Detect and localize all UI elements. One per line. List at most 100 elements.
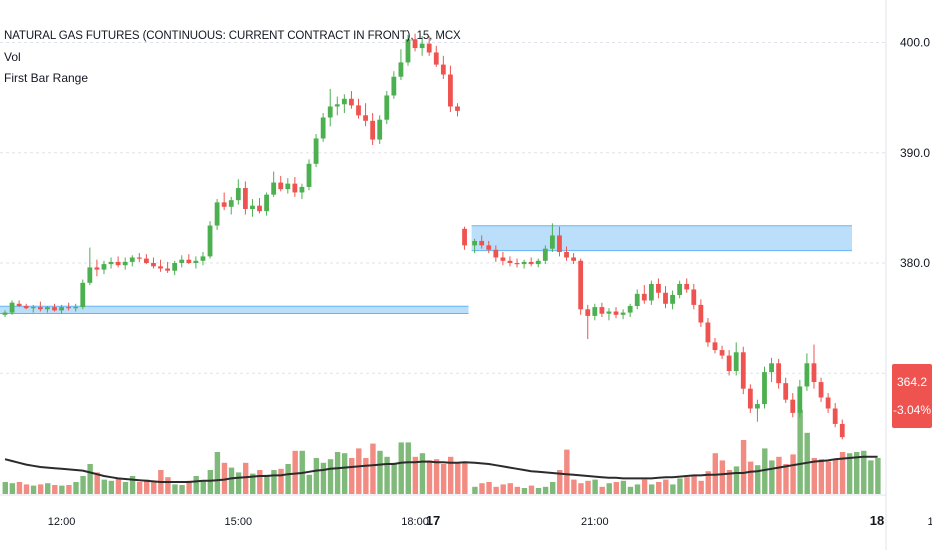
candle-body (825, 397, 831, 409)
candle-body (370, 120, 376, 140)
candle (334, 96, 340, 116)
symbol-title[interactable]: NATURAL GAS FUTURES (CONTINUOUS: CURRENT… (4, 30, 461, 42)
candle (440, 55, 446, 79)
candle-body (535, 260, 541, 265)
volume-bar (797, 410, 803, 494)
candle (797, 379, 803, 418)
candle (172, 260, 178, 276)
candle (356, 98, 361, 119)
volume-bar (755, 465, 761, 494)
time-axis[interactable]: 12:0015:0018:0021:001712:0015:0018:0021:… (48, 513, 932, 528)
candle-body (172, 263, 178, 271)
candle-body (179, 259, 185, 263)
study-volume-label[interactable]: Vol (4, 50, 21, 64)
time-tick-label: 18 (870, 513, 884, 528)
candle-body (571, 257, 576, 261)
candle (45, 305, 50, 313)
volume-bar (101, 479, 107, 494)
candle (398, 49, 404, 81)
candle-body (804, 363, 810, 387)
candle-body (165, 268, 171, 271)
volume-bar (16, 482, 23, 494)
candle-body (648, 283, 654, 301)
volume-bar (663, 479, 669, 494)
candle (59, 304, 64, 314)
candle-body (59, 307, 64, 311)
candle (405, 34, 411, 66)
volume-bar (292, 450, 298, 494)
candle-body (606, 311, 612, 314)
candle-body (634, 293, 640, 306)
candle-body (250, 205, 255, 209)
candle-body (719, 350, 725, 356)
volume-bar (200, 480, 206, 494)
candle (557, 226, 562, 257)
volume-bar (875, 458, 881, 494)
volume-bar (30, 485, 37, 494)
volume-bar (557, 470, 563, 494)
volume-bar (839, 452, 846, 494)
candle (825, 393, 831, 413)
volume-bar (377, 450, 383, 494)
candle-body (426, 43, 432, 53)
volume-bar (811, 458, 817, 494)
candle (747, 384, 753, 413)
volume-bar (790, 454, 796, 494)
volume-bar (384, 456, 390, 494)
candle (363, 103, 368, 127)
volume-bar (670, 484, 676, 494)
volume-bar (818, 459, 825, 494)
candle (193, 256, 199, 269)
candle (634, 289, 640, 310)
volume-bar (242, 462, 249, 494)
candle (613, 307, 619, 319)
price-tick-label: 400.0 (900, 36, 930, 50)
volume-bar (37, 484, 44, 494)
candle-body (599, 307, 605, 314)
candle-body (151, 263, 156, 267)
candle (242, 181, 248, 215)
candle-body (2, 312, 8, 315)
candle (804, 353, 810, 391)
candle-body (122, 261, 128, 266)
study-first-bar-range-label[interactable]: First Bar Range (4, 71, 89, 85)
candle-body (264, 194, 269, 212)
candle (507, 256, 513, 267)
candle-body (578, 260, 584, 310)
volume-bar (115, 478, 122, 494)
volume-bar (493, 486, 499, 494)
candle (663, 286, 668, 309)
candle (129, 255, 135, 267)
candle (479, 235, 485, 249)
candle-body (705, 322, 711, 343)
first-bar-range-band (471, 225, 852, 251)
candle (349, 91, 354, 109)
volume-bar (455, 462, 461, 494)
volume-bar (472, 486, 478, 494)
candle (115, 256, 121, 268)
volume-bar (846, 453, 853, 494)
volume-bar (122, 482, 129, 494)
candle-body (398, 62, 404, 77)
candle (769, 357, 774, 383)
candle-body (299, 186, 305, 193)
candle (158, 259, 163, 272)
candle (426, 35, 432, 56)
candle-body (493, 249, 499, 258)
candle-body (257, 205, 262, 212)
candle-body (186, 259, 192, 263)
volume-bar (186, 480, 192, 494)
volume-bars (2, 410, 881, 494)
candle (16, 300, 22, 308)
volume-bar (320, 462, 327, 494)
volume-bar (599, 486, 605, 494)
candle (66, 302, 72, 311)
candle-body (783, 383, 789, 400)
time-tick-label: 12:00 (927, 516, 932, 528)
volume-bar (405, 442, 411, 494)
volume-bar (23, 484, 30, 494)
volume-bar (769, 460, 775, 494)
candle-body (747, 388, 753, 409)
candle-body (320, 117, 326, 139)
